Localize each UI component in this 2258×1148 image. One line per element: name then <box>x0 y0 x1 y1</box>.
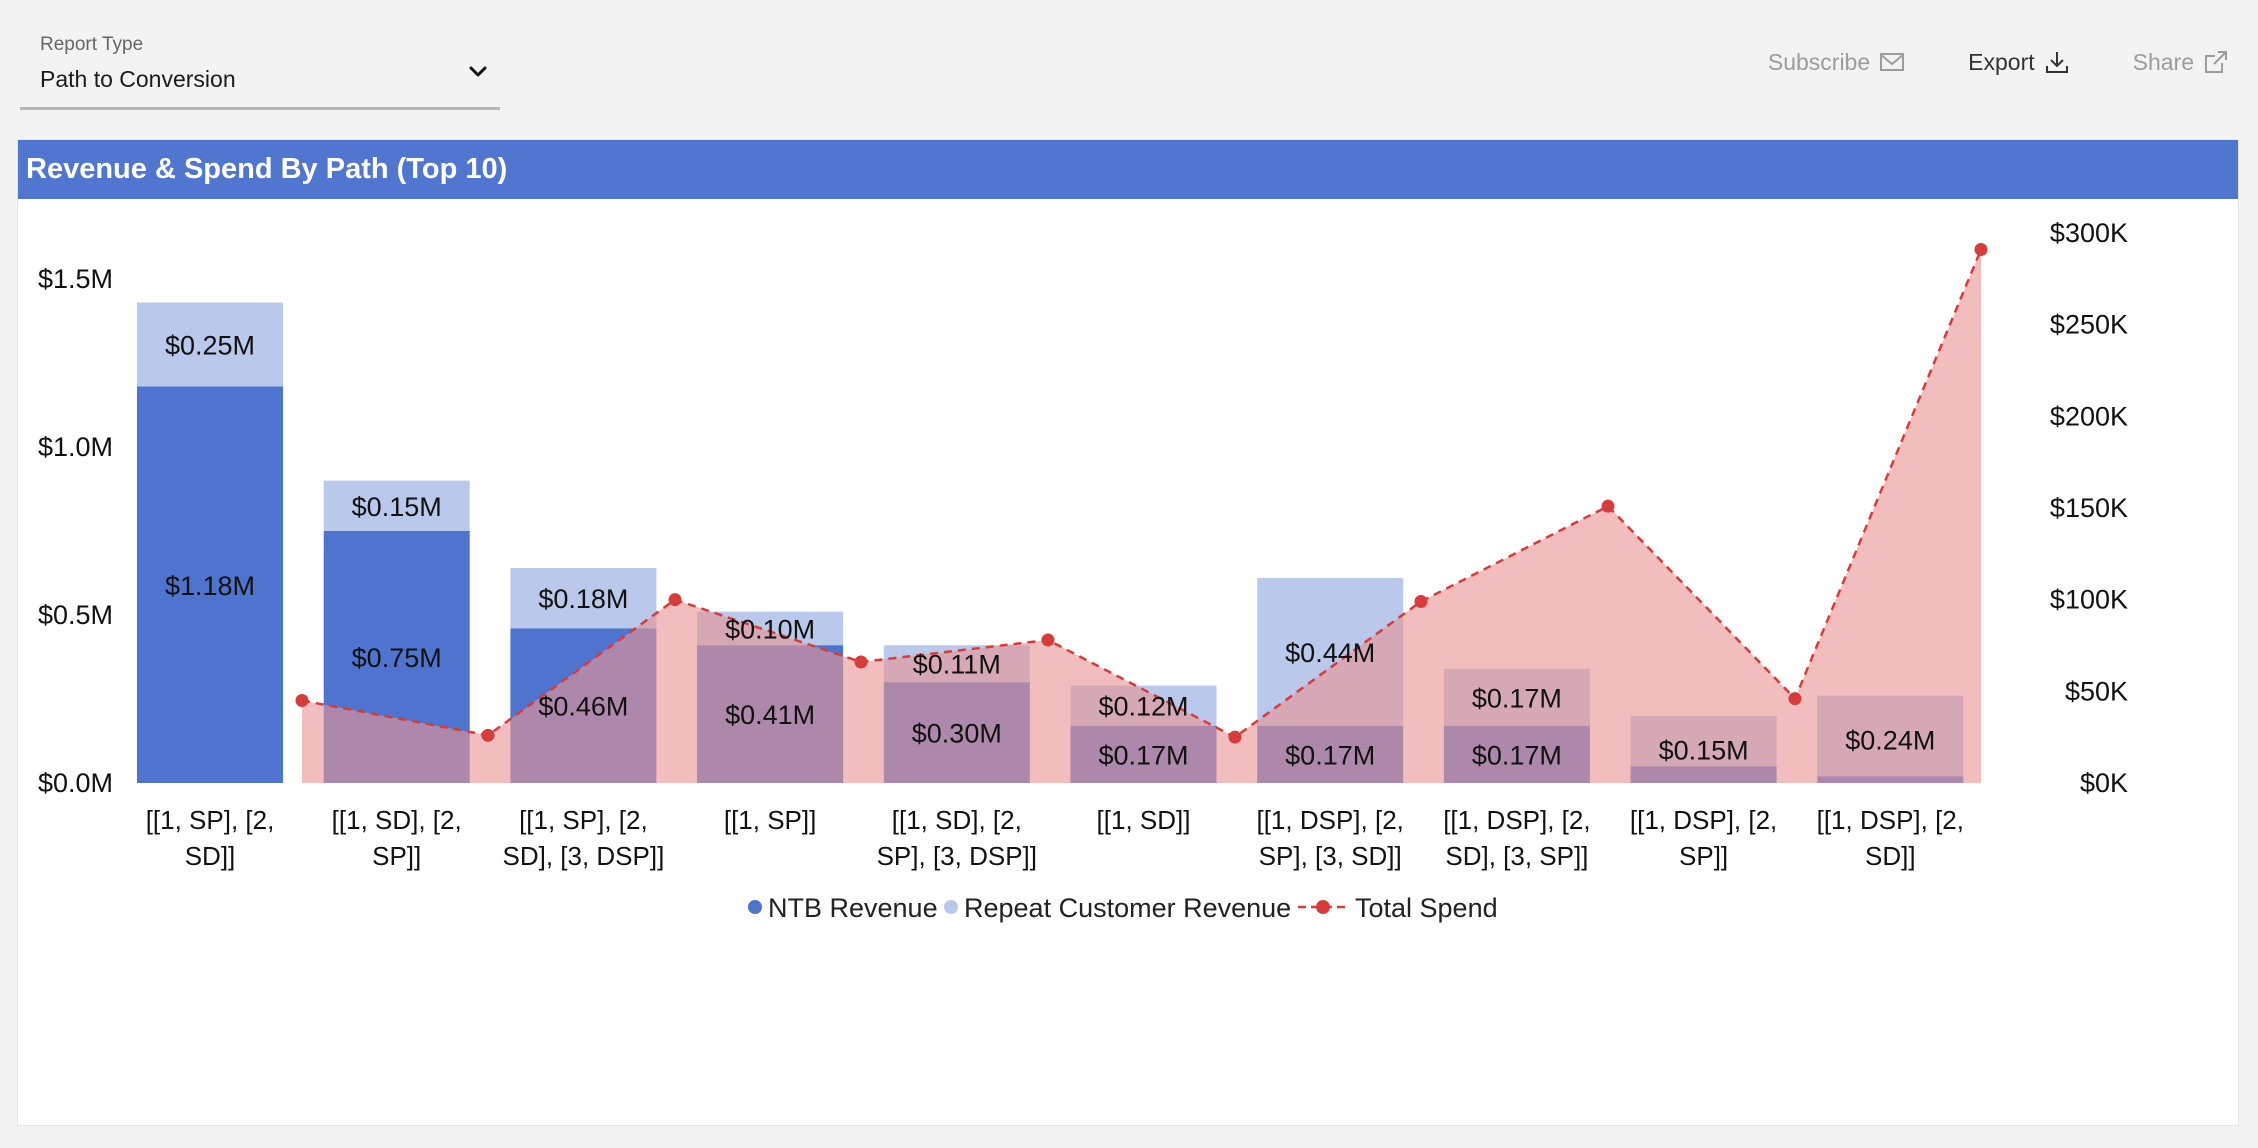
y-left-tick: $0.0M <box>38 768 113 798</box>
y-right-tick: $0K <box>2080 768 2128 798</box>
repeat-revenue-bar <box>323 480 470 531</box>
download-icon <box>2045 52 2068 73</box>
y-right-tick: $200K <box>2050 401 2128 431</box>
ntb-revenue-label: $0.41M <box>725 700 815 730</box>
subscribe-button[interactable]: Subscribe <box>1768 48 1906 76</box>
chart-panel: Revenue & Spend By Path (Top 10) $0.0M $0… <box>17 139 2239 1126</box>
repeat-revenue-label: $0.11M <box>913 650 1001 680</box>
total-spend-point <box>1974 243 1988 256</box>
repeat-revenue-label: $0.44M <box>1285 638 1375 668</box>
x-axis-tick: SP]] <box>372 841 421 871</box>
legend-repeat-label: Repeat Customer Revenue <box>964 893 1291 923</box>
total-spend-area <box>302 249 1981 783</box>
x-axis-tick: [[1, SP]] <box>724 805 817 835</box>
mail-icon <box>1880 53 1905 71</box>
repeat-revenue-label: $0.24M <box>1845 725 1935 755</box>
report-type-label: Report Type <box>40 34 144 55</box>
legend-ntb-marker <box>748 900 762 914</box>
y-right-tick: $250K <box>2050 310 2128 340</box>
repeat-revenue-bar <box>137 302 283 387</box>
x-axis-tick: SD], [3, DSP]] <box>502 841 664 871</box>
y-right-tick: $50K <box>2065 676 2128 706</box>
total-spend-point <box>1414 595 1428 608</box>
repeat-revenue-label: $0.25M <box>165 331 255 361</box>
x-axis-tick: [[1, SD], [2, <box>332 805 462 835</box>
panel-title: Revenue & Spend By Path (Top 10) <box>26 153 508 185</box>
legend-ntb-label: NTB Revenue <box>768 893 938 923</box>
total-spend-point <box>1601 499 1615 513</box>
x-axis-tick: [[1, DSP], [2, <box>1443 805 1590 835</box>
x-axis-tick: SD]] <box>185 841 236 871</box>
share-label: Share <box>2132 48 2194 75</box>
ntb-revenue-label: $0.17M <box>1285 740 1375 770</box>
x-axis-tick: [[1, DSP], [2, <box>1630 805 1777 835</box>
share-button[interactable]: Share <box>2133 48 2230 76</box>
ntb-revenue-label: $0.17M <box>1098 740 1188 770</box>
repeat-revenue-label: $0.15M <box>1659 735 1749 765</box>
repeat-revenue-label: $0.18M <box>538 584 628 614</box>
x-axis-tick: SD], [3, SP]] <box>1445 841 1588 871</box>
ntb-revenue-label: $0.17M <box>1472 740 1562 770</box>
y-right-tick: $150K <box>2050 493 2128 523</box>
x-axis-tick: [[1, SP], [2, <box>519 805 648 835</box>
ntb-revenue-label: $0.30M <box>912 719 1002 749</box>
x-axis-tick: SD]] <box>1865 841 1916 871</box>
export-button[interactable]: Export <box>1968 48 2070 76</box>
repeat-revenue-label: $0.17M <box>1472 683 1562 713</box>
repeat-revenue-bar <box>510 567 657 629</box>
y-right-tick: $100K <box>2050 585 2128 615</box>
total-spend-point <box>668 593 682 607</box>
x-axis-tick: [[1, DSP], [2, <box>1817 805 1964 835</box>
report-type-value: Path to Conversion <box>40 66 236 92</box>
x-axis-tick: SP], [3, DSP]] <box>877 841 1037 871</box>
external-link-icon <box>2205 51 2227 73</box>
repeat-revenue-label: $0.10M <box>725 614 815 644</box>
total-spend-line <box>301 249 1983 739</box>
legend-spend-marker <box>1316 900 1330 914</box>
repeat-revenue-label: $0.12M <box>1098 692 1188 722</box>
y-left-tick: $1.0M <box>38 432 113 462</box>
subscribe-label: Subscribe <box>1767 48 1871 75</box>
ntb-revenue-label: $0.75M <box>352 643 442 673</box>
export-label: Export <box>1968 48 2035 75</box>
y-right-tick: $300K <box>2050 218 2128 248</box>
y-left-tick: $1.5M <box>38 264 113 294</box>
x-axis-tick: [[1, SD], [2, <box>892 805 1022 835</box>
ntb-revenue-label: $0.46M <box>538 692 628 722</box>
x-axis-tick: [[1, SP], [2, <box>146 805 275 835</box>
panel-header: Revenue & Spend By Path (Top 10) <box>18 140 2238 199</box>
x-axis-tick: SP], [3, SD]] <box>1259 841 1402 871</box>
total-spend-point <box>1041 633 1055 647</box>
chevron-down-icon <box>469 66 487 77</box>
legend-repeat-marker <box>944 900 958 914</box>
ntb-revenue-label: $1.18M <box>165 571 255 601</box>
revenue-spend-chart: $0.0M $0.5M $1.0M $1.5M $0K $50K $100K $150K $20… <box>38 218 2128 923</box>
total-spend-point <box>1228 730 1242 744</box>
ntb-revenue-bar <box>137 386 283 783</box>
legend-spend-label: Total Spend <box>1355 893 1498 923</box>
repeat-revenue-label: $0.15M <box>352 492 442 522</box>
x-axis-tick: [[1, DSP], [2, <box>1256 805 1403 835</box>
header-actions: Subscribe Export Share <box>1768 48 2230 76</box>
x-axis-tick: [[1, SD]] <box>1097 805 1191 835</box>
x-axis-tick: SP]] <box>1679 841 1728 871</box>
y-left-tick: $0.5M <box>38 600 113 630</box>
total-spend-point <box>295 694 309 707</box>
total-spend-point <box>1788 692 1802 706</box>
report-type-select[interactable]: Report Type Path to Conversion <box>20 30 500 110</box>
total-spend-point <box>481 728 495 742</box>
total-spend-point <box>854 655 868 669</box>
